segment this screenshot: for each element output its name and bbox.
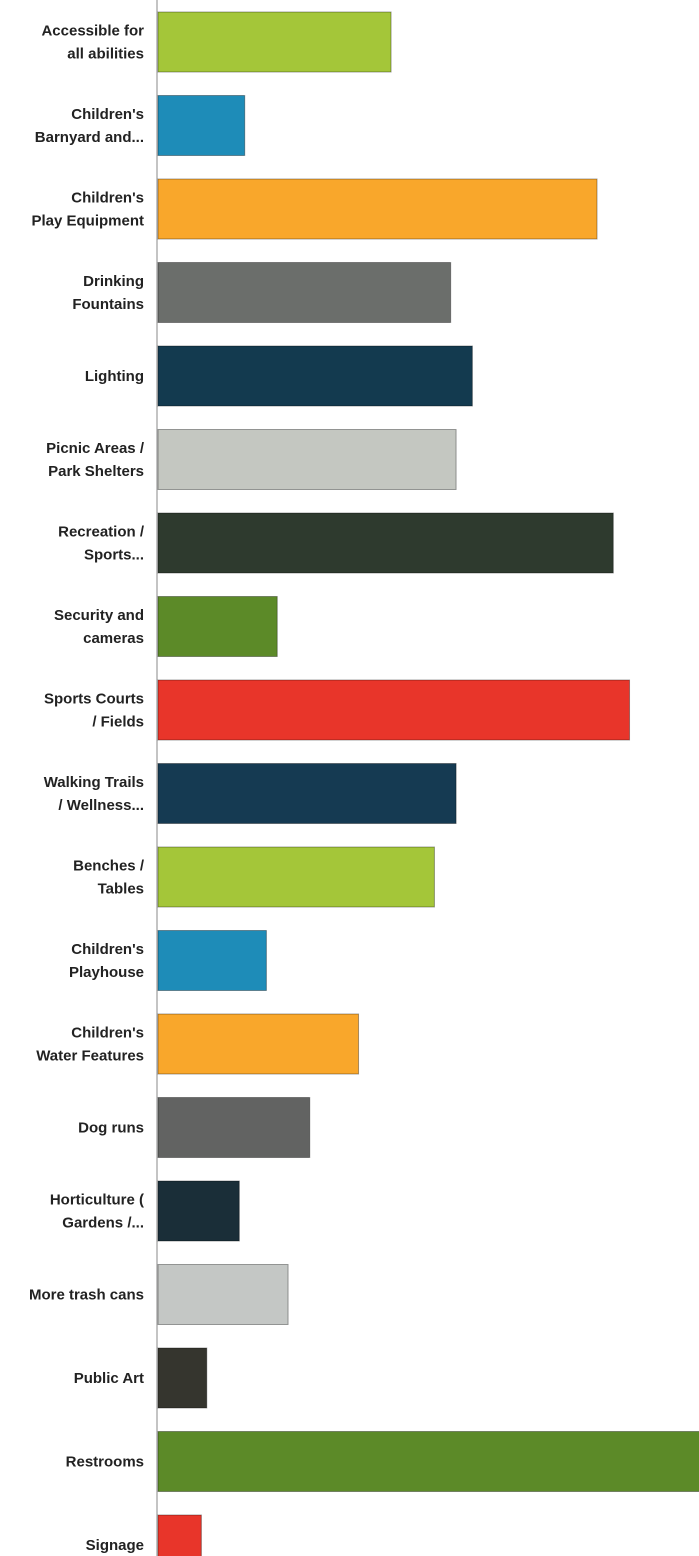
category-label: Children's bbox=[71, 1025, 144, 1042]
bar bbox=[157, 846, 435, 908]
category-label: Fountains bbox=[72, 296, 144, 313]
bar bbox=[157, 1514, 202, 1556]
bar bbox=[157, 178, 598, 240]
category-label: / Wellness... bbox=[58, 797, 144, 814]
category-label: Restrooms bbox=[66, 1454, 144, 1471]
category-label: Walking Trails bbox=[44, 774, 144, 791]
category-label: Picnic Areas / bbox=[46, 440, 145, 457]
bar bbox=[157, 596, 278, 657]
category-labels-group: Accessible for all abilities Children's Bar… bbox=[29, 23, 145, 1555]
category-label: Public Art bbox=[74, 1370, 144, 1387]
bar bbox=[157, 1264, 289, 1325]
category-label: Children's bbox=[71, 190, 144, 207]
category-label: Playhouse bbox=[69, 964, 144, 981]
category-label: Security and bbox=[54, 607, 144, 624]
category-label: Drinking bbox=[83, 273, 144, 290]
bar bbox=[157, 1097, 311, 1158]
bar bbox=[157, 1431, 699, 1492]
category-label: Water Features bbox=[36, 1048, 144, 1065]
bar bbox=[157, 930, 267, 991]
category-label: More trash cans bbox=[29, 1287, 144, 1304]
category-label: Park Shelters bbox=[48, 463, 144, 480]
bar bbox=[157, 763, 457, 824]
bar bbox=[157, 11, 392, 73]
bar bbox=[157, 679, 631, 741]
bar bbox=[157, 1013, 360, 1075]
category-label: Tables bbox=[98, 881, 144, 898]
bar bbox=[157, 512, 614, 574]
category-label: Accessible for bbox=[41, 23, 144, 40]
bars-group bbox=[157, 11, 699, 1556]
category-label: Signage bbox=[86, 1537, 144, 1554]
category-label: Dog runs bbox=[78, 1120, 144, 1137]
category-label: Barnyard and... bbox=[35, 129, 144, 146]
category-label: / Fields bbox=[92, 714, 144, 731]
category-label: Children's bbox=[71, 106, 144, 123]
category-label: Recreation / bbox=[58, 524, 145, 541]
category-label: all abilities bbox=[67, 46, 144, 63]
bar bbox=[157, 262, 452, 323]
bar bbox=[157, 1347, 208, 1409]
category-label: cameras bbox=[83, 630, 144, 647]
category-label: Sports... bbox=[84, 547, 144, 564]
category-label: Children's bbox=[71, 941, 144, 958]
category-label: Sports Courts bbox=[44, 691, 144, 708]
bar bbox=[157, 345, 473, 407]
bar bbox=[157, 95, 246, 156]
category-label: Gardens /... bbox=[62, 1215, 144, 1232]
category-label: Play Equipment bbox=[31, 213, 144, 230]
category-label: Benches / bbox=[73, 858, 145, 875]
bar bbox=[157, 429, 457, 490]
category-label: Lighting bbox=[85, 368, 144, 385]
bar bbox=[157, 1180, 240, 1242]
category-label: Horticulture ( bbox=[50, 1192, 144, 1209]
